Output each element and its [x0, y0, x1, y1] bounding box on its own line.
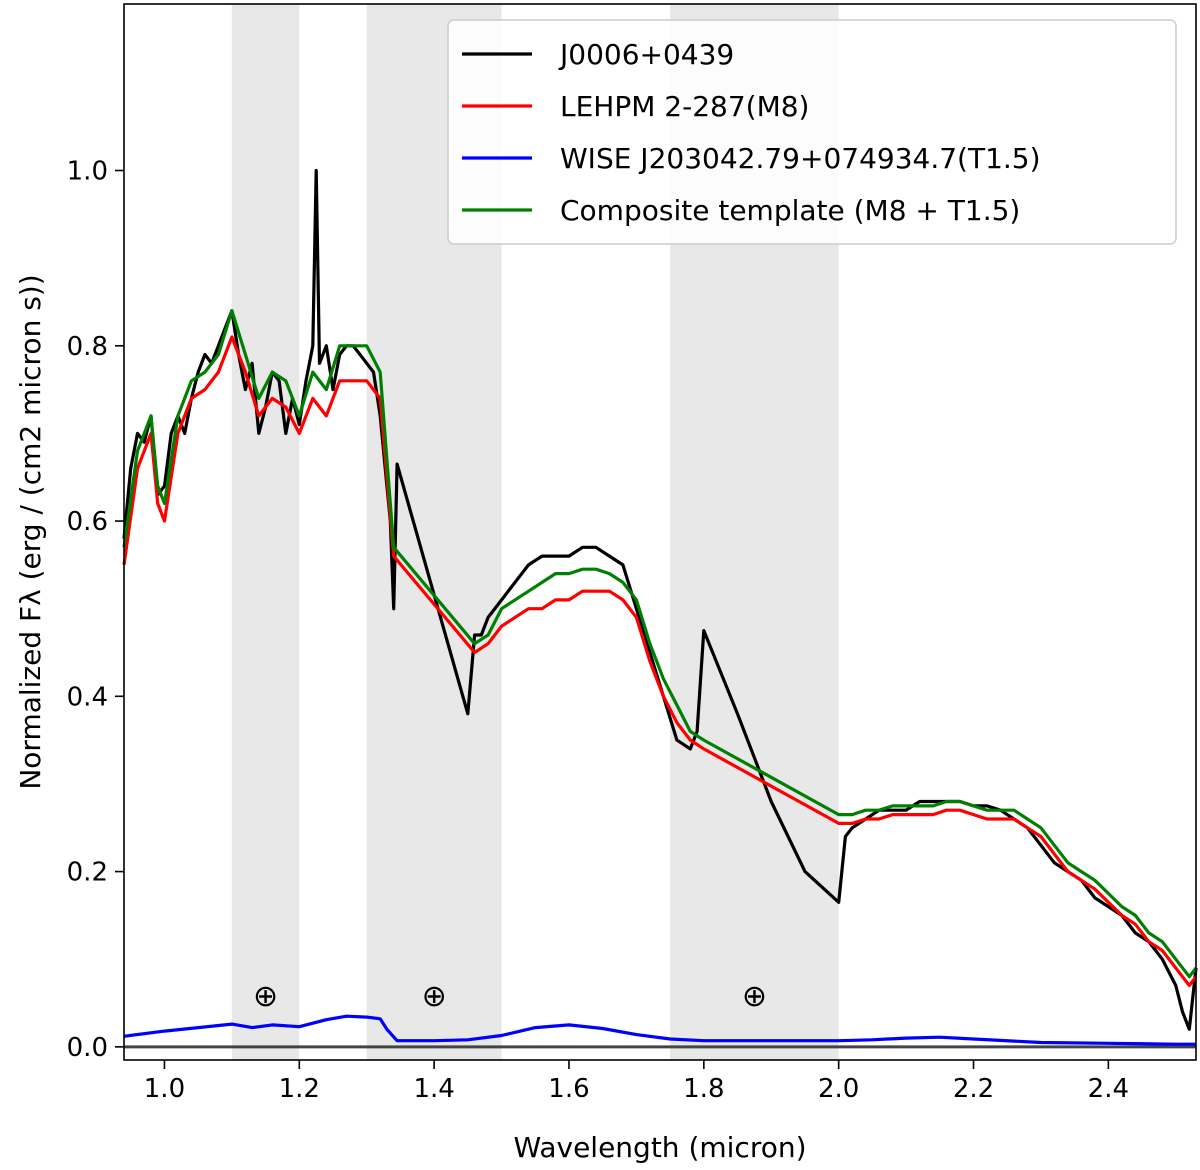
x-tick-label-4: 1.8 [683, 1074, 724, 1104]
legend-label-1: LEHPM 2-287(M8) [560, 90, 809, 123]
series-line-3 [122, 309, 1198, 979]
legend-label-2: WISE J203042.79+074934.7(T1.5) [560, 142, 1041, 175]
series-line-1 [122, 335, 1198, 988]
plot-frame [123, 3, 1197, 1061]
series-line-2 [123, 1014, 1196, 1046]
y-tick-label-2: 0.4 [67, 682, 108, 712]
legend-label-3: Composite template (M8 + T1.5) [560, 194, 1020, 227]
x-tick-label-6: 2.2 [953, 1074, 994, 1104]
y-tick-label-5: 1.0 [67, 157, 108, 187]
y-tick-label-4: 0.8 [67, 332, 108, 362]
legend-box [447, 19, 1177, 245]
x-tick-label-3: 1.6 [548, 1074, 589, 1104]
y-tick-label-1: 0.2 [67, 858, 108, 888]
legend-label-0: J0006+0439 [558, 38, 734, 71]
series-lines [122, 168, 1198, 1049]
telluric-band-0 [231, 4, 300, 1060]
x-tick-label-0: 1.0 [144, 1074, 185, 1104]
x-tick-label-1: 1.2 [279, 1074, 320, 1104]
x-tick-label-2: 1.4 [413, 1074, 454, 1104]
axis-ticks: 1.0 1.2 1.4 1.6 1.8 2.0 2.2 2.4 0.0 0.2 0.4 0.6 0.8 1… [67, 157, 1129, 1104]
telluric-markers: ⊕ ⊕ ⊕ [253, 979, 767, 1014]
legend: J0006+0439 LEHPM 2-287(M8) WISE J203042.79… [447, 19, 1177, 245]
x-tick-label-7: 2.4 [1088, 1074, 1129, 1104]
x-tick-label-5: 2.0 [818, 1074, 859, 1104]
y-axis-label: Normalized Fλ (erg / (cm2 micron s)) [14, 274, 47, 789]
telluric-marker-2: ⊕ [742, 979, 767, 1014]
y-tick-label-3: 0.6 [67, 507, 108, 537]
telluric-marker-1: ⊕ [422, 979, 447, 1014]
telluric-marker-0: ⊕ [253, 979, 278, 1014]
x-axis-label: Wavelength (micron) [513, 1131, 806, 1164]
y-tick-label-0: 0.0 [67, 1033, 108, 1063]
